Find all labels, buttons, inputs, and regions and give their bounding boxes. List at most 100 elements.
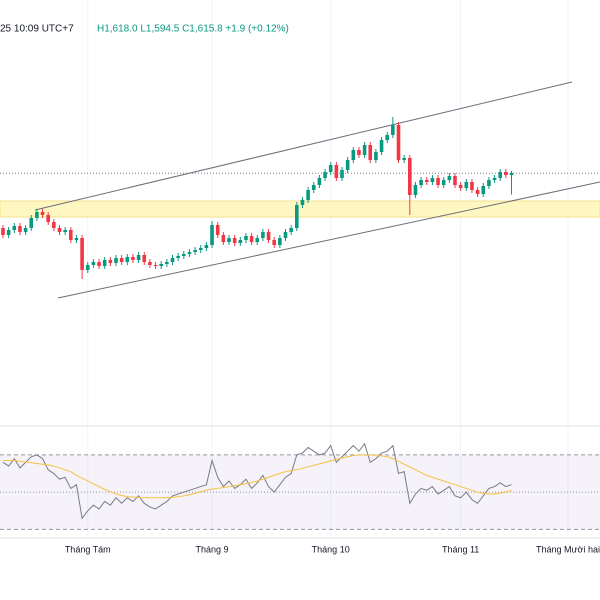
candle-body — [385, 135, 389, 140]
header-time: 25 10:09 UTC+7 — [0, 24, 74, 35]
candle-body — [272, 240, 276, 245]
candle-body — [328, 165, 333, 172]
candle-body — [74, 238, 79, 240]
candle-body — [153, 265, 158, 266]
candle-body — [255, 238, 260, 242]
candle-body — [464, 182, 469, 188]
support-zone — [0, 200, 600, 218]
candle-body — [413, 185, 418, 195]
candle-body — [35, 212, 39, 218]
x-tick-label: Tháng 9 — [196, 544, 229, 554]
channel-upper — [34, 81, 573, 211]
candle-body — [481, 186, 486, 194]
candle-body — [317, 178, 322, 185]
candle-body — [351, 150, 356, 160]
candle-body — [210, 225, 214, 245]
candle-body — [379, 140, 384, 152]
candle-body — [204, 245, 209, 248]
candle-body — [345, 160, 350, 170]
candle-body — [300, 200, 305, 205]
candle-body — [334, 165, 339, 178]
candle-body — [498, 172, 502, 178]
candle-body — [6, 230, 11, 235]
candle-body — [436, 178, 440, 185]
candle-body — [165, 262, 169, 264]
candle-body — [114, 258, 118, 263]
candle-body — [408, 158, 412, 195]
candle-body — [136, 255, 141, 260]
candle-body — [227, 238, 231, 242]
candle-body — [108, 260, 113, 263]
candle-body — [402, 158, 406, 160]
candle-body — [362, 145, 367, 155]
candle-body — [69, 230, 73, 240]
header-ohlc: H1,618.0 L1,594.5 C1,615.8 +1.9 (+0.12%) — [97, 24, 289, 35]
candle-body — [131, 257, 135, 260]
candle-body — [447, 176, 452, 180]
candle-body — [193, 250, 197, 252]
candle-body — [289, 228, 293, 232]
x-tick-label: Tháng Mười hai — [536, 544, 600, 554]
candle-body — [323, 172, 327, 178]
candle-body — [492, 178, 497, 180]
candle-body — [221, 235, 226, 242]
x-tick-label: Tháng 11 — [442, 544, 479, 554]
candle-body — [232, 238, 237, 243]
candle-body — [18, 226, 22, 232]
candle-body — [187, 252, 192, 254]
candle-body — [441, 180, 446, 185]
candle-body — [63, 230, 67, 232]
candle-body — [487, 180, 491, 186]
candle-body — [249, 236, 254, 242]
candle-body — [340, 170, 344, 178]
candle-body — [176, 256, 180, 258]
candle-body — [470, 182, 474, 190]
candle-body — [391, 125, 395, 135]
candle-body — [306, 190, 310, 200]
candle-body — [23, 228, 28, 232]
rsi-line — [3, 454, 512, 499]
candle-body — [52, 222, 56, 228]
candle-body — [125, 257, 130, 262]
candle-body — [261, 232, 265, 238]
candle-body — [396, 125, 401, 160]
candle-body — [311, 185, 316, 190]
candle-body — [80, 238, 84, 270]
candle-body — [215, 225, 220, 235]
candle-body — [283, 232, 288, 238]
candle-body — [182, 254, 186, 256]
candle-body — [198, 248, 203, 250]
channel-lower — [57, 181, 600, 299]
candle-body — [148, 262, 152, 265]
candle-body — [159, 264, 163, 266]
candle-body — [278, 238, 282, 245]
candle-body — [1, 228, 5, 235]
candle-body — [102, 260, 107, 266]
candle-body — [419, 180, 423, 185]
candle-body — [91, 262, 96, 265]
candle-body — [244, 236, 248, 240]
x-tick-label: Tháng 10 — [312, 544, 350, 554]
rsi-line — [2, 442, 512, 520]
candle-body — [238, 240, 243, 243]
candle-body — [374, 152, 378, 160]
candle-body — [266, 232, 271, 240]
candle-body — [46, 215, 50, 222]
candle-body — [509, 173, 514, 176]
candle-body — [357, 150, 361, 155]
candle-body — [119, 258, 124, 262]
candle-body — [97, 262, 101, 266]
candle-body — [170, 258, 175, 262]
x-tick-label: Tháng Tám — [65, 544, 111, 554]
candle-body — [424, 180, 429, 182]
candle-body — [453, 176, 457, 185]
candle-body — [475, 190, 480, 194]
candle-body — [295, 205, 299, 228]
candle-body — [430, 178, 435, 182]
candle-body — [458, 185, 463, 188]
candle-body — [40, 212, 45, 215]
candle-body — [504, 172, 508, 176]
candle-body — [85, 265, 90, 270]
